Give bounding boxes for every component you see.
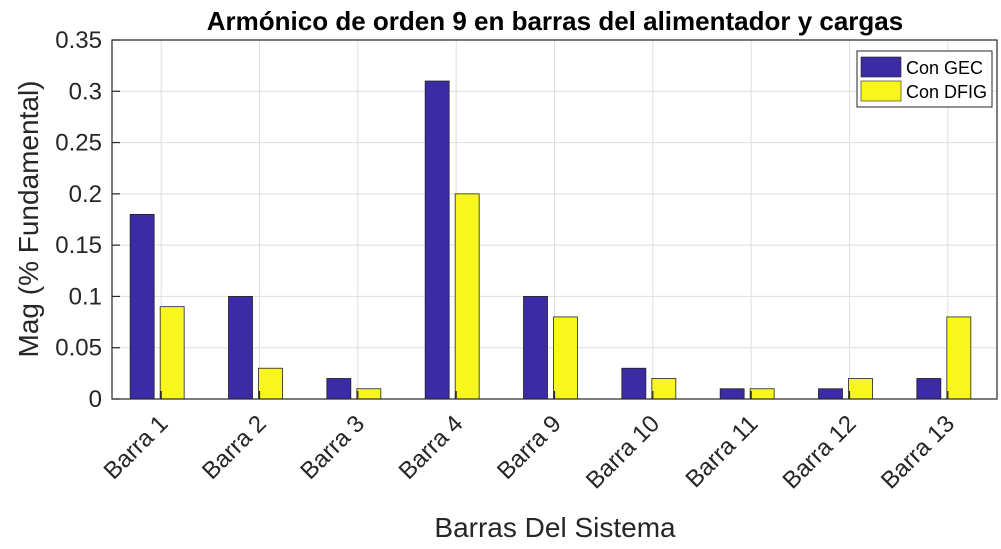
- tick-labels: 0 0.05 0.1 0.15 0.2 0.25 0.3 0.35 Barra 1 Barra 2…: [55, 27, 960, 494]
- bar-con-dfig-9: [946, 316, 972, 400]
- y-tick-label: 0.1: [69, 283, 102, 310]
- bar-con-dfig-7: [749, 388, 775, 400]
- y-tick-label: 0.2: [69, 181, 102, 208]
- bars: [129, 80, 972, 400]
- x-tick-label: Barra 10: [581, 410, 665, 494]
- y-tick-label: 0.05: [55, 335, 102, 362]
- x-axis-label: Barras Del Sistema: [434, 512, 676, 543]
- x-tick-label: Barra 13: [876, 410, 960, 494]
- chart-title: Armónico de orden 9 en barras del alimen…: [207, 6, 903, 36]
- bar-con-gec-4: [424, 80, 450, 400]
- bar-con-gec-9: [916, 378, 942, 400]
- bar-con-gec-3: [326, 378, 352, 400]
- legend-swatch: [860, 56, 902, 78]
- bar-con-dfig-5: [553, 316, 578, 400]
- y-axis-label: Mag (% Fundamental): [13, 80, 44, 357]
- y-tick-label: 0.3: [69, 78, 102, 105]
- bar-con-dfig-1: [159, 306, 185, 400]
- legend: Con GEC Con DFIG: [856, 50, 993, 108]
- x-tick-label: Barra 4: [394, 410, 469, 485]
- axes: [111, 39, 998, 400]
- x-tick-label: Barra 3: [295, 410, 370, 485]
- x-tick-label: Barra 9: [492, 410, 567, 485]
- bar-con-dfig-2: [258, 367, 283, 400]
- bar-con-dfig-8: [848, 378, 873, 400]
- x-tick-label: Barra 1: [99, 410, 174, 485]
- legend-swatch: [860, 80, 902, 102]
- bar-con-dfig-3: [356, 388, 382, 400]
- x-tick-label: Barra 11: [680, 410, 763, 493]
- y-tick-label: 0: [89, 386, 102, 413]
- bar-con-dfig-6: [651, 378, 677, 400]
- bar-con-dfig-4: [454, 193, 480, 400]
- bar-con-gec-7: [719, 388, 745, 400]
- bar-con-gec-5: [523, 296, 548, 400]
- y-tick-label: 0.25: [55, 130, 102, 157]
- x-tick-label: Barra 2: [197, 410, 272, 485]
- bar-con-gec-8: [818, 388, 843, 400]
- legend-label: Con DFIG: [906, 82, 987, 102]
- grid-lines: [112, 39, 997, 400]
- bar-con-gec-1: [129, 213, 155, 400]
- legend-label: Con GEC: [906, 58, 983, 78]
- bar-con-gec-6: [621, 367, 647, 400]
- x-tick-label: Barra 12: [778, 410, 862, 494]
- bar-con-gec-2: [228, 296, 253, 400]
- y-tick-label: 0.35: [55, 27, 102, 54]
- y-tick-label: 0.15: [55, 232, 102, 259]
